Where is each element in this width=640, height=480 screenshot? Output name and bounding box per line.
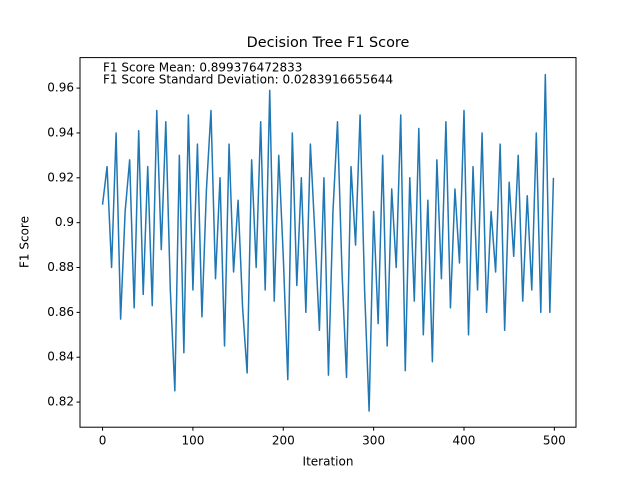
- x-tick-label: 300: [362, 434, 385, 448]
- data-line: [101, 73, 555, 412]
- x-axis-label: Iteration: [303, 455, 354, 469]
- x-tick-label: 200: [272, 434, 295, 448]
- x-tick-label: 400: [453, 434, 476, 448]
- y-axis-label: F1 Score: [18, 216, 32, 268]
- x-tick-label: 0: [99, 434, 107, 448]
- y-tick-label: 0.9: [55, 215, 74, 229]
- y-tick-label: 0.96: [47, 81, 74, 95]
- y-tick-label: 0.88: [47, 260, 74, 274]
- annotation: F1 Score Standard Deviation: 0.028391665…: [103, 73, 393, 87]
- annotation: F1 Score Mean: 0.899376472833: [103, 61, 302, 75]
- y-tick-label: 0.82: [47, 395, 74, 409]
- y-tick-label: 0.84: [47, 350, 74, 364]
- plot-frame: [79, 57, 577, 428]
- chart-title: Decision Tree F1 Score: [247, 35, 410, 51]
- y-tick-label: 0.86: [47, 305, 74, 319]
- y-tick-label: 0.92: [47, 170, 74, 184]
- x-tick-label: 100: [181, 434, 204, 448]
- y-tick-label: 0.94: [47, 125, 74, 139]
- x-tick-label: 500: [543, 434, 566, 448]
